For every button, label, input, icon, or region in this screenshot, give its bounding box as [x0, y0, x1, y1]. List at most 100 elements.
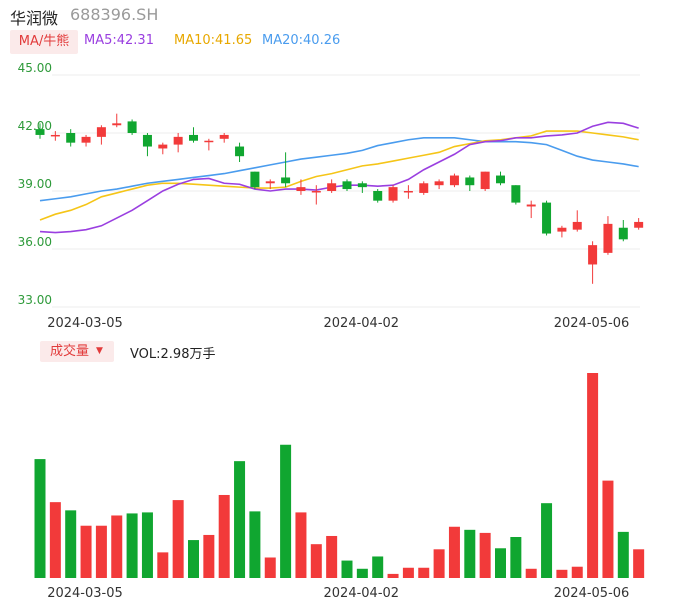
volume-bar: [341, 560, 353, 578]
volume-bar: [172, 500, 184, 578]
volume-bar: [587, 373, 599, 578]
volume-bar: [264, 557, 276, 578]
volume-bar: [80, 525, 92, 578]
date-tick-label: 2024-03-05: [47, 316, 123, 331]
candle-body: [542, 202, 552, 234]
price-tick-label: 45.00: [18, 61, 52, 75]
volume-bar: [402, 567, 414, 578]
candle-body: [311, 191, 321, 193]
stock-name: 华润微: [10, 9, 59, 28]
candle-body: [235, 146, 245, 157]
volume-bar: [295, 512, 307, 578]
volume-bar: [372, 556, 384, 578]
volume-bar: [633, 549, 645, 578]
volume-bar: [310, 544, 322, 578]
candle-body: [511, 185, 521, 203]
candle-body: [66, 133, 76, 143]
candle-body: [50, 134, 60, 137]
volume-bar: [141, 512, 153, 578]
ma5-line: [39, 121, 639, 234]
volume-bar: [602, 480, 614, 578]
volume-bar: [418, 567, 430, 578]
price-tick-label: 33.00: [18, 293, 52, 307]
candle-body: [403, 191, 413, 193]
volume-bar: [65, 510, 77, 578]
volume-bar: [464, 529, 476, 578]
volume-bar: [541, 503, 553, 578]
volume-value-label: VOL:2.98万手: [130, 347, 216, 362]
candle-body: [189, 134, 198, 141]
volume-bar: [479, 532, 491, 578]
candle-body: [572, 221, 582, 230]
volume-bar: [280, 444, 292, 578]
candle-body: [449, 175, 459, 186]
volume-bar: [387, 573, 399, 578]
volume-bar: [218, 494, 230, 578]
volume-bar: [49, 502, 61, 578]
candle-body: [327, 183, 337, 191]
volume-bar: [326, 535, 338, 578]
volume-bar: [556, 569, 568, 578]
candle-body: [480, 171, 490, 190]
ma20-label: MA20:40.26: [262, 33, 341, 48]
volume-bar: [525, 568, 537, 578]
volume-bar: [111, 515, 123, 578]
volume-date-tick-label: 2024-03-05: [47, 586, 123, 601]
volume-bar: [356, 568, 368, 578]
volume-bar: [448, 526, 460, 578]
date-tick-label: 2024-05-06: [554, 316, 630, 331]
date-tick-label: 2024-04-02: [324, 316, 400, 331]
candle-body: [265, 181, 275, 184]
candle-body: [434, 181, 444, 186]
volume-bar: [34, 459, 46, 578]
candle-body: [81, 136, 91, 143]
candle-body: [465, 177, 475, 186]
volume-bar: [249, 511, 261, 578]
price-tick-label: 36.00: [18, 235, 52, 249]
candle-body: [158, 144, 168, 149]
volume-bar: [188, 540, 199, 578]
volume-bar: [433, 549, 445, 578]
volume-bar: [203, 534, 215, 578]
volume-date-tick-label: 2024-05-06: [554, 586, 630, 601]
volume-bar: [571, 566, 583, 578]
candle-body: [357, 183, 367, 188]
candle-body: [557, 227, 567, 232]
candle-body: [35, 129, 45, 135]
candle-body: [281, 177, 291, 184]
candle-body: [96, 127, 106, 137]
volume-bar: [617, 531, 629, 578]
volume-bar: [510, 537, 522, 578]
candle-body: [219, 134, 229, 139]
volume-bar: [234, 461, 246, 578]
ma5-label: MA5:42.31: [84, 33, 154, 48]
candle-body: [496, 175, 505, 184]
candle-body: [342, 181, 352, 190]
volume-bar: [495, 548, 506, 578]
candle-body: [526, 204, 536, 207]
candle-body: [588, 245, 598, 265]
ma20-line: [39, 137, 639, 202]
candle-body: [173, 136, 183, 145]
candle-body: [204, 140, 214, 143]
candle-body: [419, 183, 429, 193]
caret-down-icon: ▼: [96, 346, 103, 356]
candle-body: [603, 223, 613, 253]
ma10-label: MA10:41.65: [174, 33, 253, 48]
stock-code: 688396.SH: [70, 5, 159, 24]
ma-toggle-button[interactable]: MA/牛熊: [10, 30, 78, 54]
candle-body: [112, 123, 122, 126]
volume-bar: [126, 513, 138, 578]
volume-date-tick-label: 2024-04-02: [324, 586, 400, 601]
candle-body: [250, 171, 260, 188]
price-tick-label: 39.00: [18, 177, 52, 191]
ma10-line: [39, 130, 639, 221]
price-tick-label: 42.00: [18, 119, 52, 133]
volume-bar: [157, 552, 169, 578]
candle-body: [142, 134, 152, 147]
candle-body: [373, 191, 383, 201]
candle-body: [127, 121, 137, 133]
volume-indicator-label: 成交量: [50, 344, 90, 359]
volume-indicator-dropdown[interactable]: 成交量 ▼: [40, 341, 114, 362]
